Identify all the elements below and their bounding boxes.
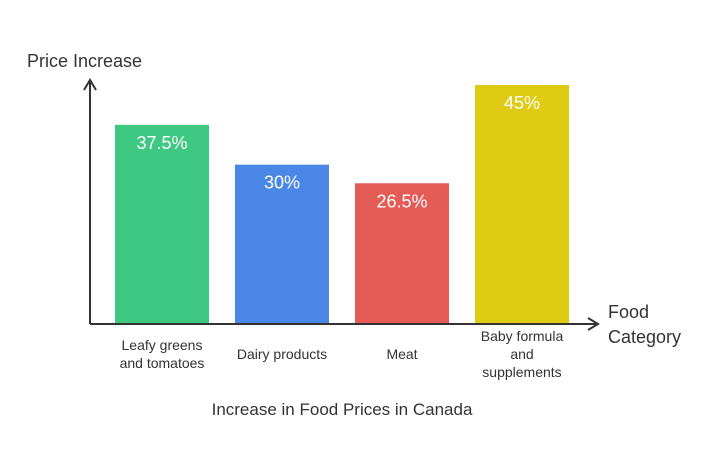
category-label-1-line-2: and tomatoes [120,355,205,371]
category-label-1-line-1: Leafy greens [122,337,203,353]
category-labels-group: Leafy greens and tomatoes Dairy products Me… [120,328,564,380]
x-axis-line [90,317,600,331]
category-label-4-line-2: and [510,346,533,362]
bar-value-label-4: 45% [504,93,540,113]
category-label-4-line-3: supplements [482,364,561,380]
y-axis-title: Price Increase [27,51,142,71]
category-label-3-line-1: Meat [386,346,417,362]
x-axis-title-line-2: Category [608,327,681,347]
bar-value-label-1: 37.5% [136,133,187,153]
bars-group [115,85,569,324]
bar-3 [355,183,449,324]
value-labels-group: 37.5% 30% 26.5% 45% [136,93,540,211]
bar-value-label-3: 26.5% [376,191,427,211]
category-label-2-line-1: Dairy products [237,346,327,362]
bar-1 [115,124,209,324]
category-label-4-line-1: Baby formula [481,328,564,344]
y-axis-line [83,78,97,324]
chart-title: Increase in Food Prices in Canada [212,400,473,419]
x-axis-title-line-1: Food [608,302,649,322]
bar-4 [475,85,569,324]
bar-2 [235,164,329,324]
bar-value-label-2: 30% [264,173,300,193]
